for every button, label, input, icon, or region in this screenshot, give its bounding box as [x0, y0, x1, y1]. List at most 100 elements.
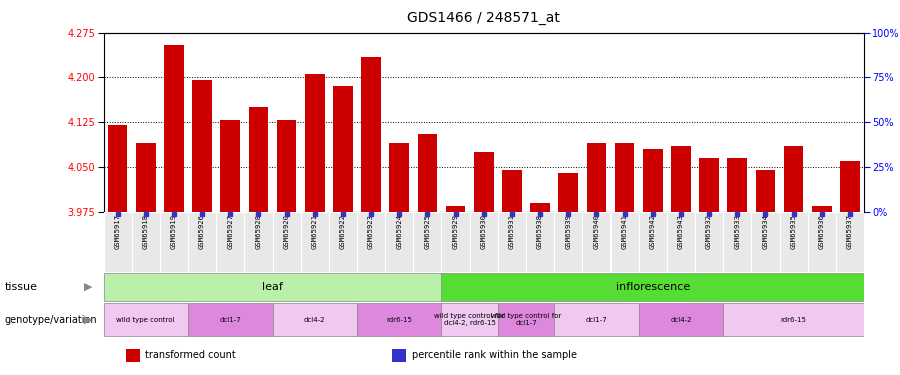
- Bar: [639, 303, 724, 336]
- Bar: [615, 143, 634, 212]
- Text: GSM65942: GSM65942: [650, 214, 656, 249]
- Text: ▶: ▶: [84, 282, 93, 292]
- Text: transformed count: transformed count: [145, 350, 236, 360]
- Bar: [727, 158, 747, 212]
- Text: GSM65936: GSM65936: [819, 214, 824, 249]
- Bar: [582, 212, 610, 272]
- Text: inflorescence: inflorescence: [616, 282, 690, 292]
- Bar: [385, 212, 413, 272]
- Bar: [126, 349, 140, 361]
- Bar: [756, 170, 775, 212]
- Bar: [390, 143, 410, 212]
- Bar: [108, 125, 128, 212]
- Text: GSM65926: GSM65926: [199, 214, 205, 249]
- Bar: [188, 303, 273, 336]
- Bar: [160, 212, 188, 272]
- Text: GSM65927: GSM65927: [227, 214, 233, 249]
- Bar: [836, 212, 864, 272]
- Text: dcl1-7: dcl1-7: [586, 316, 608, 322]
- Bar: [276, 120, 296, 212]
- Bar: [442, 273, 864, 301]
- Bar: [695, 212, 724, 272]
- Bar: [357, 212, 385, 272]
- Bar: [413, 212, 442, 272]
- Bar: [502, 170, 522, 212]
- Bar: [301, 212, 328, 272]
- Bar: [639, 212, 667, 272]
- Bar: [667, 212, 695, 272]
- Bar: [418, 134, 437, 212]
- Bar: [164, 45, 184, 212]
- Text: GSM65933: GSM65933: [734, 214, 740, 249]
- Text: GSM65940: GSM65940: [593, 214, 599, 249]
- Bar: [554, 303, 639, 336]
- Bar: [104, 303, 188, 336]
- Bar: [807, 212, 836, 272]
- Text: tissue: tissue: [4, 282, 38, 292]
- Bar: [526, 212, 554, 272]
- Bar: [248, 107, 268, 212]
- Bar: [558, 173, 578, 212]
- Bar: [554, 212, 582, 272]
- Bar: [779, 212, 807, 272]
- Text: GSM65924: GSM65924: [396, 214, 402, 249]
- Bar: [530, 203, 550, 212]
- Text: rdr6-15: rdr6-15: [386, 316, 412, 322]
- Bar: [442, 303, 498, 336]
- Bar: [216, 212, 244, 272]
- Bar: [442, 212, 470, 272]
- Bar: [273, 212, 301, 272]
- Bar: [104, 212, 131, 272]
- Text: leaf: leaf: [262, 282, 283, 292]
- Bar: [498, 303, 554, 336]
- Bar: [273, 303, 357, 336]
- Text: GSM65923: GSM65923: [368, 214, 374, 249]
- Text: GSM65931: GSM65931: [508, 214, 515, 249]
- Text: GSM65929: GSM65929: [453, 214, 459, 249]
- Bar: [131, 212, 160, 272]
- Text: rdr6-15: rdr6-15: [780, 316, 806, 322]
- Text: GSM65928: GSM65928: [256, 214, 261, 249]
- Bar: [446, 206, 465, 212]
- Bar: [305, 75, 325, 212]
- Bar: [784, 146, 804, 212]
- Text: wild type control for
dcl1-7: wild type control for dcl1-7: [491, 313, 562, 326]
- Bar: [357, 303, 442, 336]
- Text: wild type control for
dcl4-2, rdr6-15: wild type control for dcl4-2, rdr6-15: [435, 313, 505, 326]
- Text: GSM65917: GSM65917: [114, 214, 121, 249]
- Bar: [104, 273, 442, 301]
- Text: GSM65920: GSM65920: [284, 214, 290, 249]
- Text: dcl4-2: dcl4-2: [304, 316, 326, 322]
- Bar: [188, 212, 216, 272]
- Bar: [244, 212, 273, 272]
- Text: GSM65939: GSM65939: [565, 214, 572, 249]
- Text: GDS1466 / 248571_at: GDS1466 / 248571_at: [408, 11, 560, 25]
- Bar: [333, 86, 353, 212]
- Text: GSM65943: GSM65943: [678, 214, 684, 249]
- Text: wild type control: wild type control: [116, 316, 175, 322]
- Text: GSM65934: GSM65934: [762, 214, 769, 249]
- Text: GSM65937: GSM65937: [847, 214, 853, 249]
- Text: GSM65935: GSM65935: [790, 214, 796, 249]
- Bar: [193, 80, 212, 212]
- Text: ▶: ▶: [84, 315, 93, 325]
- Bar: [328, 212, 357, 272]
- Text: GSM65921: GSM65921: [311, 214, 318, 249]
- Text: GSM65919: GSM65919: [171, 214, 177, 249]
- Text: GSM65925: GSM65925: [425, 214, 430, 249]
- Text: GSM65932: GSM65932: [706, 214, 712, 249]
- Bar: [840, 161, 860, 212]
- Bar: [587, 143, 607, 212]
- Bar: [724, 212, 752, 272]
- Bar: [671, 146, 691, 212]
- Bar: [470, 212, 498, 272]
- Bar: [699, 158, 719, 212]
- Bar: [752, 212, 779, 272]
- Bar: [220, 120, 240, 212]
- Bar: [392, 349, 406, 361]
- Text: GSM65930: GSM65930: [481, 214, 487, 249]
- Text: dcl1-7: dcl1-7: [220, 316, 241, 322]
- Text: GSM65922: GSM65922: [340, 214, 346, 249]
- Bar: [498, 212, 526, 272]
- Text: GSM65938: GSM65938: [537, 214, 543, 249]
